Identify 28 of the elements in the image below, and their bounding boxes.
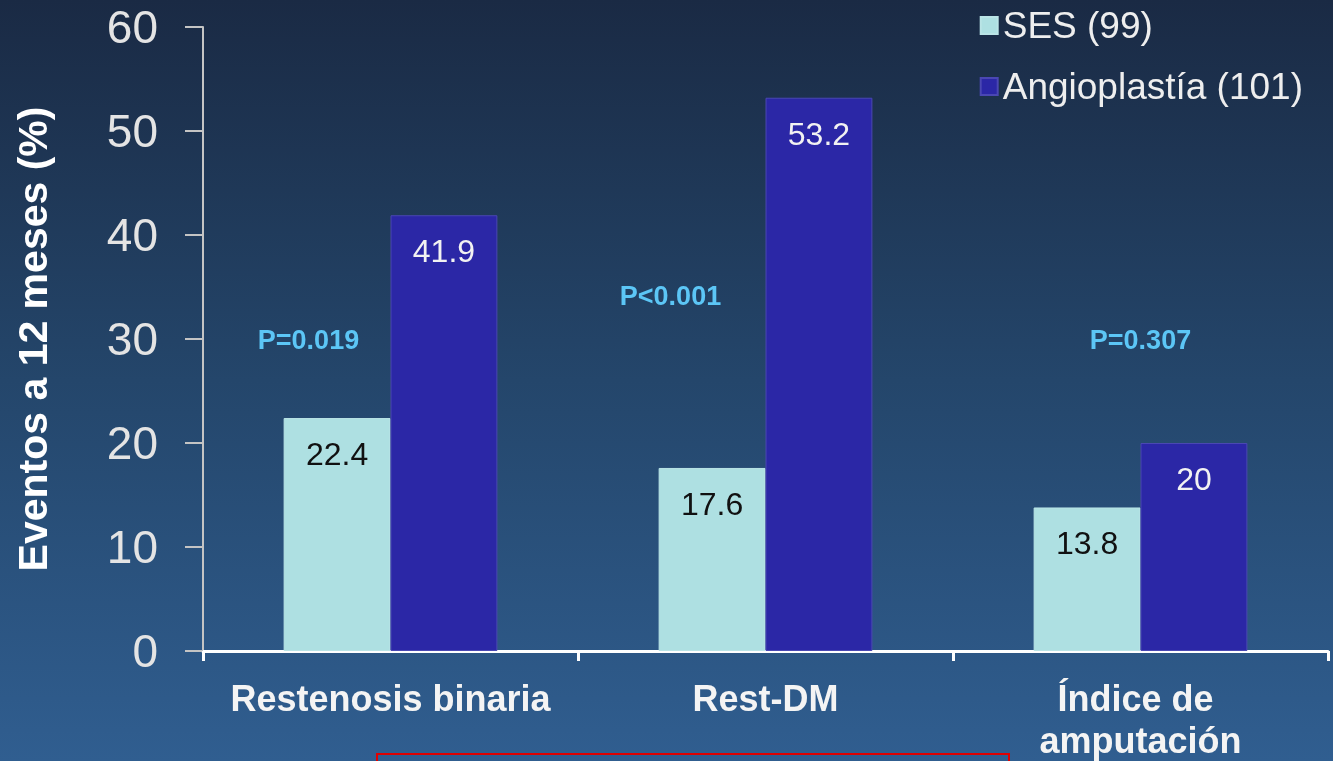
legend-label: SES (99) (1002, 5, 1153, 46)
bar (1033, 507, 1141, 651)
y-tick-label: 60 (106, 1, 158, 53)
annotation: P<0.001 (619, 281, 722, 311)
y-tick-label: 10 (106, 521, 158, 573)
bar (390, 215, 498, 651)
bar (658, 467, 766, 651)
bar (283, 418, 391, 651)
data-label: 13.8 (1055, 525, 1119, 562)
bar (1140, 443, 1248, 651)
data-label: 17.6 (680, 485, 744, 522)
data-label: 22.4 (305, 436, 369, 473)
data-label: 20 (1176, 461, 1212, 497)
y-tick-label: 0 (132, 625, 158, 677)
annotation: P=0.307 (1089, 325, 1192, 355)
x-tick-label: Índice de amputación (1039, 677, 1242, 761)
bar (765, 97, 873, 651)
data-label: 41.9 (412, 233, 476, 270)
legend-label: Angioplastía (101) (1002, 66, 1304, 107)
x-tick-label: Rest-DM (692, 677, 839, 719)
y-tick-label: 20 (106, 417, 158, 469)
annotation: P=0.019 (257, 325, 360, 355)
x-tick-label: Restenosis binaria (230, 677, 552, 719)
y-tick-label: 30 (106, 313, 158, 365)
data-label: 53.2 (787, 115, 851, 152)
y-axis-title: Eventos a 12 meses (%) (9, 106, 56, 572)
y-tick-label: 50 (106, 105, 158, 157)
y-tick-label: 40 (106, 209, 158, 261)
